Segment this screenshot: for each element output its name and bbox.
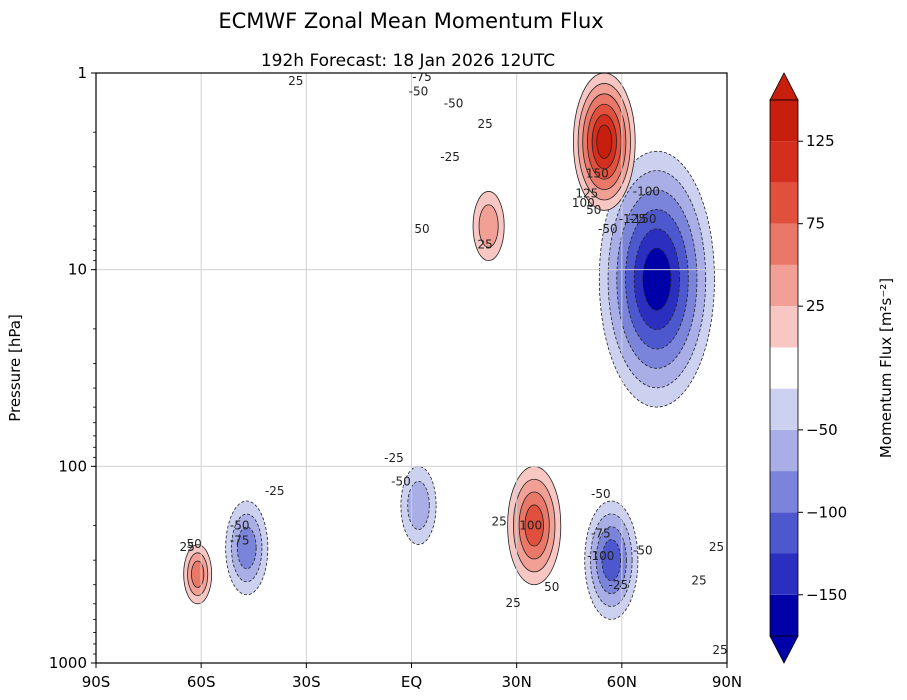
colorbar-segment-11	[770, 141, 798, 183]
colorbar-extend-min	[769, 635, 799, 664]
contour-label-16: -25	[384, 451, 404, 465]
colorbar-tick-label--150: −150	[806, 586, 847, 604]
contour-label-18: -25	[265, 484, 285, 498]
contour-label-6: 150	[586, 167, 609, 181]
y-tick-label-1: 1	[77, 64, 87, 82]
colorbar-segment-0	[770, 594, 798, 637]
colorbar-tick-label-125: 125	[806, 132, 835, 150]
contour-label-31: -50	[633, 543, 653, 557]
colorbar-segment-12	[770, 100, 798, 142]
y-tick-label-100: 100	[58, 457, 87, 475]
contour-label-5: 25	[477, 117, 492, 131]
contour-label-0: 25	[288, 74, 303, 88]
contour-label-21: 25	[180, 540, 195, 554]
contour-label-3: -50	[444, 97, 464, 111]
contour-label-20: -75	[230, 534, 250, 548]
contour-fills	[183, 73, 715, 620]
colorbar-segment-4	[770, 429, 798, 472]
contour-nh-upper-positive-jet-level-6	[596, 124, 613, 159]
chart-subtitle: 192h Forecast: 18 Jan 2026 12UTC	[261, 51, 555, 71]
contour-label-13: -50	[598, 222, 618, 236]
y-axis-label: Pressure [hPa]	[6, 314, 24, 422]
contour-sh-negative-45s-level-3	[236, 526, 257, 570]
colorbar-segment-2	[770, 512, 798, 554]
colorbar-tick-label--100: −100	[806, 503, 847, 521]
colorbar-frame	[769, 99, 799, 637]
contour-label-27: -50	[591, 487, 611, 501]
grid-lines	[96, 73, 727, 663]
contour-label-26: 25	[506, 596, 521, 610]
x-tick-label-EQ: EQ	[401, 673, 422, 691]
contour-label-10: -100	[633, 185, 660, 199]
contour-label-15: 25	[477, 237, 492, 251]
colorbar-ticks: 125 75 25 −50 −100 −150	[798, 132, 847, 604]
contour-label-12: -150	[629, 212, 656, 226]
contour-label-28: -75	[591, 526, 611, 540]
colorbar-segment-5	[770, 388, 798, 430]
x-tick-label-90S: 90S	[82, 673, 111, 691]
x-tick-label-30N: 30N	[502, 673, 532, 691]
colorbar-segment-6	[770, 347, 798, 389]
contour-label-14: 50	[414, 222, 429, 236]
x-tick-label-30S: 30S	[292, 673, 321, 691]
contour-label-4: -25	[440, 150, 460, 164]
colorbar-label: Momentum Flux [m²s⁻²]	[877, 278, 895, 458]
contour-label-17: -50	[391, 474, 411, 488]
contour-label-9: 50	[586, 203, 601, 217]
colorbar-tick-label--50: −50	[806, 421, 838, 439]
contour-label-34: 25	[712, 643, 727, 657]
contour-sh-positive-60s-level-3	[191, 560, 205, 588]
colorbar-tick-label-25: 25	[806, 297, 825, 315]
colorbar	[769, 72, 799, 664]
y-tick-label-10: 10	[68, 261, 87, 279]
colorbar-segment-10	[770, 182, 798, 224]
contour-label-8: 100	[572, 196, 595, 210]
contour-upper-positive-25n-level-2	[478, 204, 499, 248]
contour-subtropical-positive-30n-level-4	[524, 504, 544, 547]
colorbar-segment-9	[770, 223, 798, 265]
contour-label-11: -125	[619, 212, 646, 226]
contour-label-2: -50	[409, 84, 429, 98]
colorbar-extend-max	[769, 72, 799, 101]
colorbar-segment-7	[770, 306, 798, 348]
contour-label-24: 100	[519, 519, 542, 533]
colorbar-segment-3	[770, 471, 798, 513]
contour-label-32: 25	[691, 574, 706, 588]
x-tick-label-60N: 60N	[607, 673, 637, 691]
x-axis-ticks: 90S 60S 30S EQ 30N 60N 90N	[82, 663, 742, 691]
contour-label-19: -50	[230, 519, 250, 533]
contour-label-23: 25	[491, 515, 506, 529]
colorbar-segment-1	[770, 553, 798, 595]
contour-label-29: -100	[587, 549, 614, 563]
x-tick-label-90N: 90N	[712, 673, 742, 691]
contour-label-30: -25	[609, 578, 629, 592]
contour-midlat-negative-60n-level-4	[601, 539, 622, 582]
y-tick-label-1000: 1000	[49, 654, 87, 672]
contour-label-1: -75	[412, 70, 432, 84]
colorbar-tick-label-75: 75	[806, 215, 825, 233]
contour-label-25: 50	[544, 580, 559, 594]
contour-label-22: 50	[187, 537, 202, 551]
contour-nh-polar-negative-core-level-6	[642, 247, 672, 311]
contour-label-33: 25	[709, 540, 724, 554]
contour-labels: 25 -75-50-50-252515012510050-100-125-150-…	[180, 70, 727, 657]
y-axis-ticks: 1 10 100 1000	[49, 64, 96, 672]
chart-title: ECMWF Zonal Mean Momentum Flux	[218, 9, 603, 33]
contour-label-7: 125	[575, 187, 598, 201]
contour-tropical-negative-eq-level-2	[407, 480, 430, 530]
colorbar-segment-8	[770, 264, 798, 307]
x-tick-label-60S: 60S	[187, 673, 216, 691]
